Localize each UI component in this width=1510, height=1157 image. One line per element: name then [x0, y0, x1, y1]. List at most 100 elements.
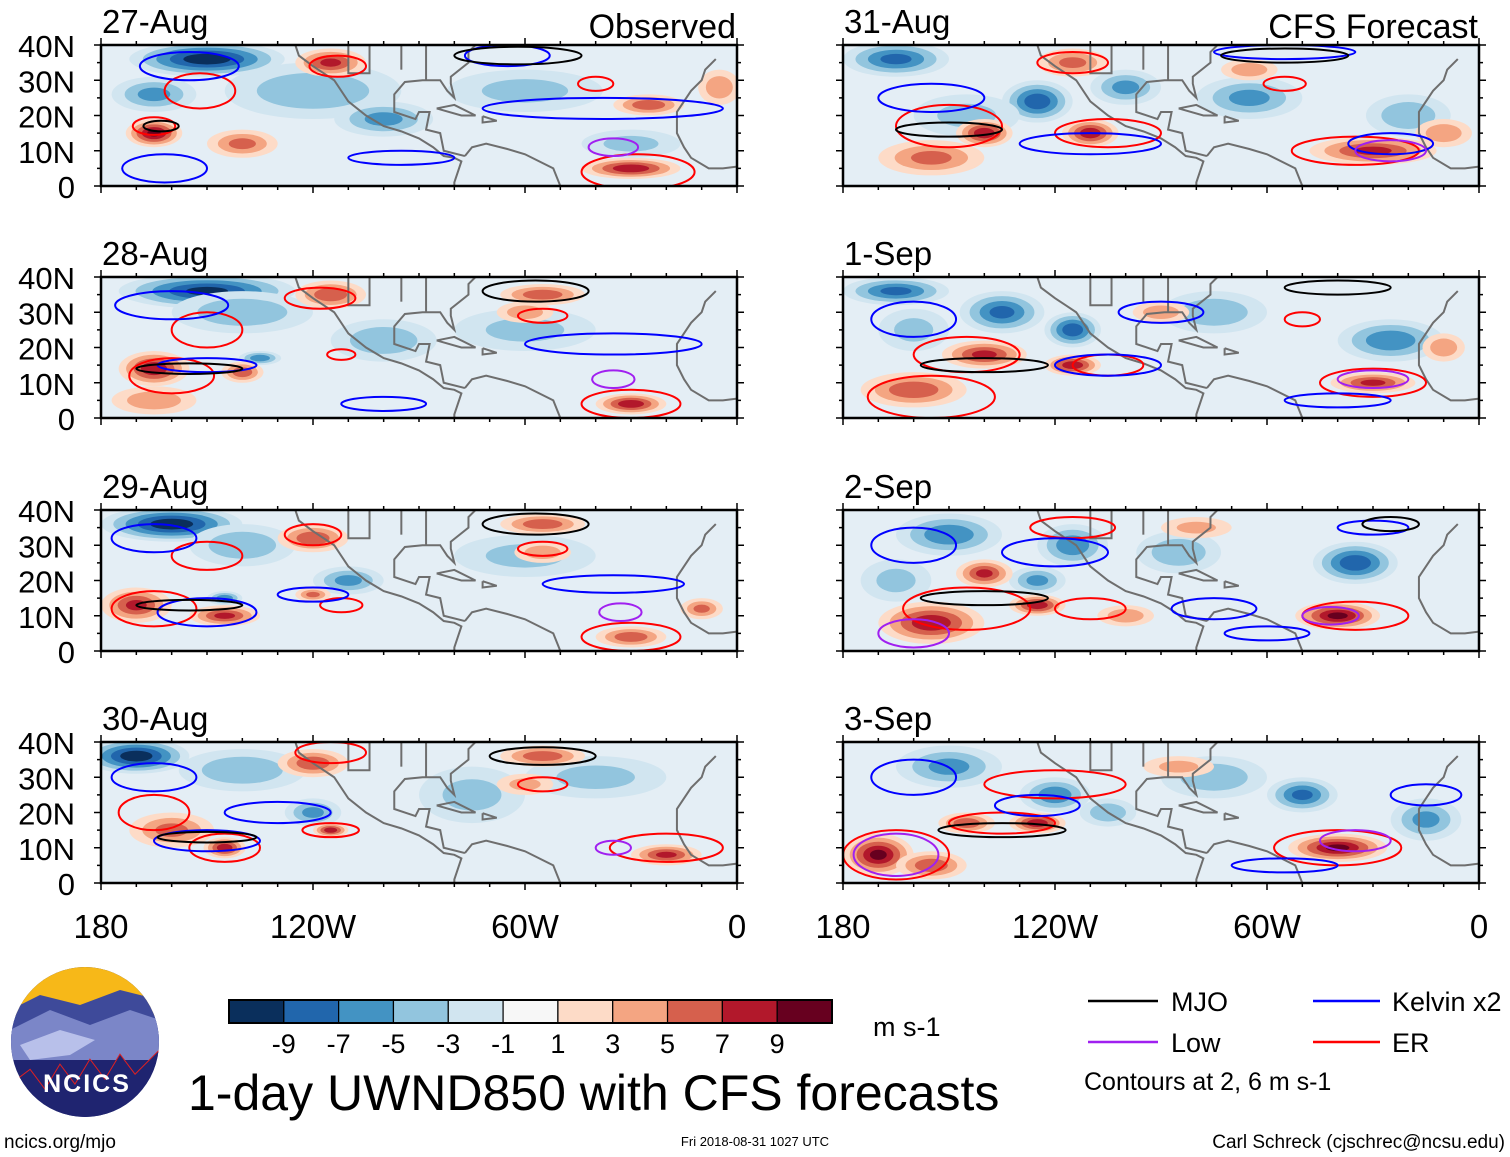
contour-er: [516, 540, 569, 557]
panel-date-label: 29-Aug: [102, 468, 208, 505]
contour-kelvin: [121, 153, 209, 184]
coastline: [481, 347, 498, 356]
legend-note: Contours at 2, 6 m s-1: [1084, 1068, 1331, 1096]
coastline: [1089, 45, 1113, 75]
contour-er: [577, 75, 615, 92]
coastline: [1036, 510, 1205, 651]
contour-mjo: [1283, 279, 1392, 296]
anomaly-blob: [201, 756, 283, 784]
footer-author: Carl Schreck (cjschrec@ncsu.edu): [1212, 1132, 1505, 1153]
contour-er: [1283, 311, 1322, 328]
coastline: [464, 607, 562, 651]
contour-mjo: [142, 119, 180, 133]
contour-kelvin: [1018, 132, 1163, 156]
contour-low: [587, 137, 640, 158]
coastline: [294, 45, 463, 186]
anomaly-blob: [1180, 298, 1248, 326]
ncics-logo: NCICS: [11, 967, 159, 1117]
chart-title: 1-day UWND850 with CFS forecasts: [188, 1065, 999, 1121]
anomaly-blob: [705, 76, 733, 99]
contour-kelvin: [1230, 857, 1339, 874]
contour-er: [1036, 51, 1109, 75]
colorbar-swatch: [447, 999, 504, 1024]
anomaly-blob: [228, 138, 256, 150]
anomaly-blob: [302, 807, 324, 818]
contour-low: [877, 618, 951, 649]
contour-low: [1301, 605, 1360, 626]
map-panel-3-Sep: 3-Sep: [836, 700, 1486, 890]
coastline: [675, 290, 737, 402]
colorbar-swatch: [338, 999, 395, 1024]
anomaly-blob: [1228, 89, 1270, 107]
map-panel-31-Aug: 31-Aug: [836, 3, 1486, 193]
anomaly-blob: [334, 575, 362, 586]
lon-tick-label: 60W: [1233, 908, 1302, 945]
contour-kelvin: [541, 574, 685, 594]
coastline: [436, 335, 476, 349]
anomaly-blob: [324, 827, 338, 833]
anomaly-blob: [485, 318, 565, 342]
lat-tick-label: 20N: [18, 100, 75, 135]
lat-tick-label: 10N: [18, 367, 75, 402]
anomaly-blob: [507, 305, 543, 319]
contour-mjo: [919, 590, 1049, 607]
coastline: [675, 58, 737, 170]
anomaly-blob: [910, 151, 952, 165]
contour-er: [1319, 367, 1427, 398]
contour-mjo: [488, 746, 597, 766]
colorbar-label: -7: [327, 1029, 351, 1059]
contour-mjo: [481, 279, 590, 303]
anomaly-blob: [1159, 760, 1199, 773]
contour-er: [283, 523, 343, 547]
anomaly-blob: [655, 851, 677, 858]
colorbar-swatch: [228, 999, 285, 1024]
legend-label-mjo: MJO: [1171, 987, 1228, 1017]
contour-er: [308, 54, 368, 78]
lat-tick-label: 20N: [18, 797, 75, 832]
anomaly-blob: [1365, 330, 1416, 351]
footer-url: ncics.org/mjo: [4, 1132, 116, 1153]
colorbar-swatch: [392, 999, 449, 1024]
coastline: [347, 510, 371, 540]
coastline: [1223, 347, 1240, 356]
contour-er: [301, 822, 360, 839]
coastline: [1036, 277, 1205, 418]
anomaly-blob: [522, 751, 563, 762]
anomaly-blob: [869, 849, 887, 860]
anomaly-blob: [1327, 612, 1348, 620]
contour-kelvin: [1336, 519, 1410, 536]
coastline: [436, 800, 476, 814]
panel-date-label: 31-Aug: [844, 3, 950, 40]
coastline: [481, 812, 498, 821]
coastline: [675, 755, 737, 867]
anomaly-blob: [1291, 789, 1313, 801]
anomaly-blob: [880, 286, 912, 296]
coastline: [1089, 742, 1113, 772]
colorbar-swatch: [666, 999, 723, 1024]
contour-kelvin: [276, 586, 350, 603]
contour-mjo: [156, 830, 258, 844]
panel-date-label: 3-Sep: [844, 700, 932, 737]
contour-kelvin: [114, 290, 230, 321]
anomaly-blob: [1231, 62, 1268, 77]
coastline: [294, 510, 463, 651]
contour-kelvin: [1213, 45, 1357, 61]
contour-er: [580, 153, 696, 186]
contour-kelvin: [1389, 783, 1463, 807]
contour-mjo: [1361, 516, 1420, 533]
anomaly-blob: [1112, 80, 1140, 95]
panel-date-label: 1-Sep: [844, 235, 932, 272]
lat-tick-label: 40N: [18, 726, 75, 761]
contour-low: [1336, 369, 1410, 390]
anomaly-blob: [524, 545, 561, 560]
anomaly-blob: [1339, 555, 1371, 571]
panel-date-label: 30-Aug: [102, 700, 208, 737]
lat-tick-label: 40N: [18, 29, 75, 64]
coastline: [1223, 812, 1240, 821]
coastline: [464, 142, 562, 186]
coastline: [393, 277, 477, 390]
contour-mjo: [895, 121, 1003, 138]
